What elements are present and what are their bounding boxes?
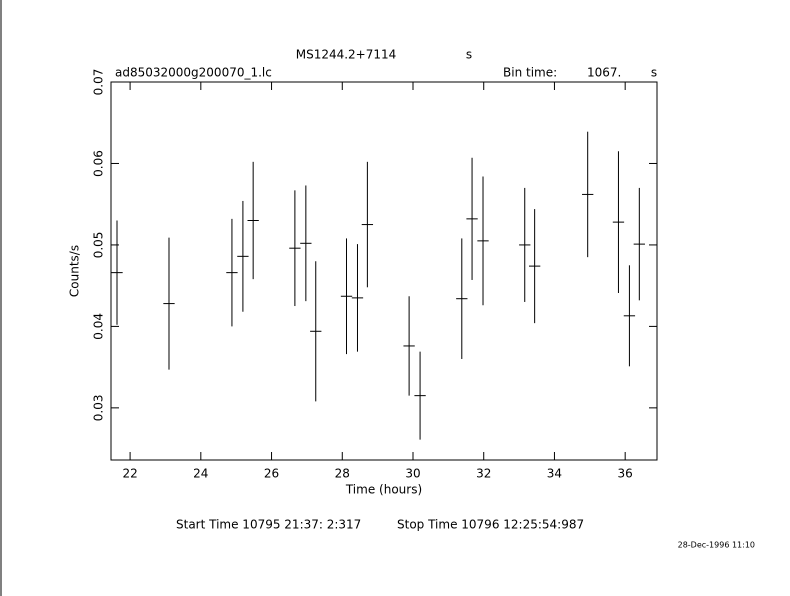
date-stamp: 28-Dec-1996 11:10 <box>678 541 755 550</box>
title-unit: s <box>466 48 472 62</box>
y-tick-label: 0.06 <box>92 150 106 177</box>
x-tick-label: 32 <box>476 467 491 481</box>
bin-time-label: Bin time: <box>503 66 557 80</box>
bin-time-unit: s <box>651 66 657 80</box>
chart-title: MS1244.2+7114 <box>296 48 397 62</box>
stop-time: Stop Time 10796 12:25:54:987 <box>397 518 584 532</box>
x-tick-label: 26 <box>264 467 279 481</box>
start-time: Start Time 10795 21:37: 2:317 <box>176 518 361 532</box>
y-tick-label: 0.04 <box>92 313 106 340</box>
x-axis-label: Time (hours) <box>345 483 422 497</box>
x-tick-label: 22 <box>122 467 137 481</box>
x-tick-label: 30 <box>405 467 420 481</box>
plot-frame <box>110 81 658 461</box>
x-tick-label: 28 <box>335 467 350 481</box>
y-tick-label: 0.05 <box>92 232 106 259</box>
x-tick-label: 24 <box>193 467 208 481</box>
bin-time-value: 1067. <box>587 66 621 80</box>
x-tick-label: 34 <box>547 467 562 481</box>
x-tick-label: 36 <box>618 467 633 481</box>
y-axis-label: Counts/s <box>68 245 82 297</box>
y-tick-label: 0.07 <box>92 69 106 96</box>
subtitle: ad85032000g200070_1.lc <box>115 66 272 80</box>
y-tick-label: 0.03 <box>92 395 106 422</box>
